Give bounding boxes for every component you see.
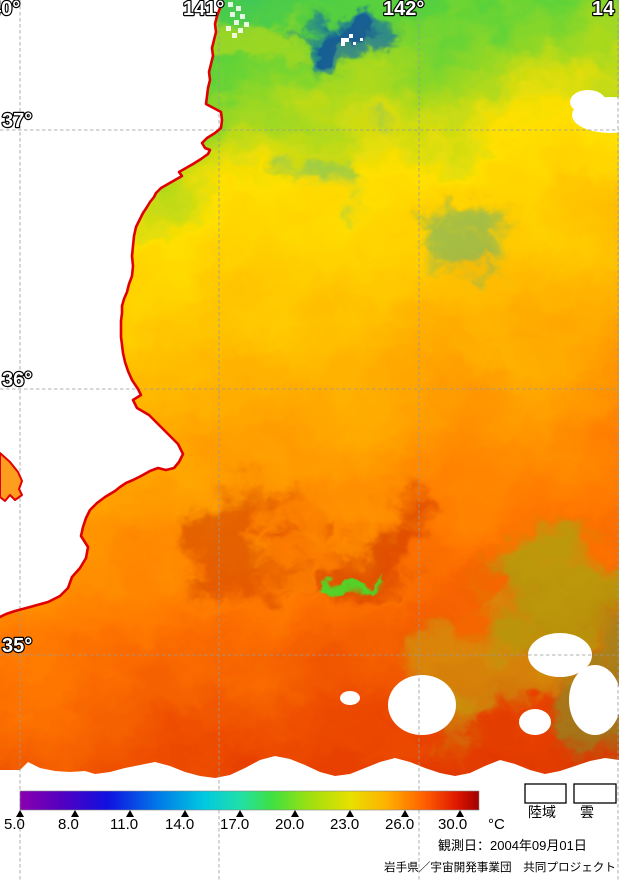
svg-text:14.0: 14.0 xyxy=(165,816,194,833)
svg-text:36°: 36° xyxy=(2,369,32,391)
svg-text:8.0: 8.0 xyxy=(58,816,79,833)
svg-text:17.0: 17.0 xyxy=(220,816,249,833)
svg-text:雲: 雲 xyxy=(580,804,594,820)
svg-text:11.0: 11.0 xyxy=(110,816,138,833)
svg-text:観測日：2004年09月01日: 観測日：2004年09月01日 xyxy=(438,838,587,853)
svg-text:37°: 37° xyxy=(2,110,32,132)
svg-text:20.0: 20.0 xyxy=(275,816,304,833)
svg-text:40°: 40° xyxy=(0,0,20,20)
svg-text:岩手県／宇宙開発事業団 共同プロジェクト: 岩手県／宇宙開発事業団 共同プロジェクト xyxy=(384,860,616,874)
svg-text:陸域: 陸域 xyxy=(528,804,556,820)
svg-text:142°: 142° xyxy=(383,0,424,20)
svg-text:5.0: 5.0 xyxy=(4,816,25,833)
svg-text:°C: °C xyxy=(488,816,505,833)
svg-text:141°: 141° xyxy=(183,0,224,20)
svg-text:23.0: 23.0 xyxy=(330,816,359,833)
svg-text:30.0: 30.0 xyxy=(438,816,467,833)
svg-text:26.0: 26.0 xyxy=(385,816,414,833)
svg-text:35°: 35° xyxy=(2,635,32,657)
svg-text:14: 14 xyxy=(592,0,615,20)
